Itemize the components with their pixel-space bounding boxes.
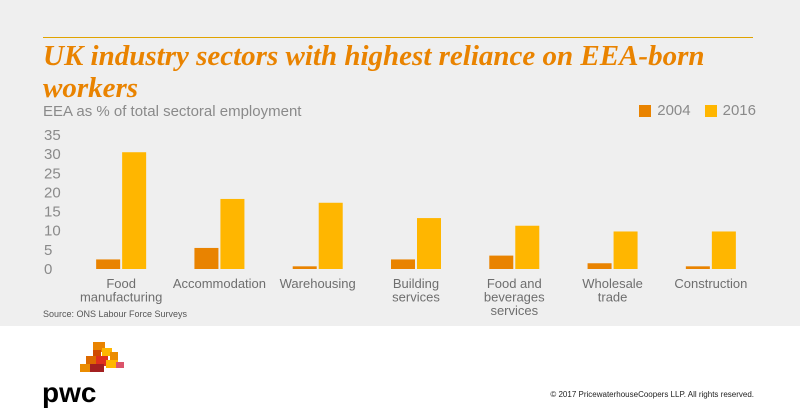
pwc-logo-text: pwc: [42, 377, 96, 408]
x-category-label: Food and beverages services: [484, 276, 545, 318]
bar-2016: [515, 225, 540, 269]
legend-swatch-2004: [639, 104, 652, 117]
bar-2016: [318, 202, 343, 269]
x-category-label: Construction: [674, 276, 747, 291]
legend-item-2016: 2016: [704, 102, 756, 119]
bar-2016: [417, 218, 441, 269]
bar-2004: [391, 259, 415, 269]
bar-2016: [220, 198, 245, 269]
chart-title: UK industry sectors with highest relianc…: [43, 40, 705, 104]
y-tick-label: 0: [44, 261, 52, 278]
y-tick-label: 30: [44, 146, 61, 163]
x-category-label: Accommodation: [173, 276, 266, 291]
x-category-label: Warehousing: [280, 276, 356, 291]
legend-swatch-2016: [704, 104, 717, 117]
bar-2004: [96, 259, 121, 269]
legend-label-2004: 2004: [657, 102, 691, 119]
bar-2004: [292, 266, 317, 269]
bar-2004: [489, 255, 514, 269]
pwc-logo-mark-icon: [80, 342, 124, 372]
source-note: Source: ONS Labour Force Surveys: [43, 309, 188, 319]
title-rule: [43, 37, 753, 38]
chart-subtitle: EEA as % of total sectoral employment: [43, 103, 302, 120]
x-category-label: Wholesale trade: [582, 276, 643, 305]
legend: 2004 2016: [639, 102, 756, 119]
x-category-label: Building services: [392, 276, 440, 305]
legend-item-2004: 2004: [639, 102, 691, 119]
copyright: © 2017 PricewaterhouseCoopers LLP. All r…: [550, 390, 754, 399]
bar-2016: [613, 231, 638, 269]
x-category-label: Food manufacturing: [80, 276, 162, 305]
bar-2004: [587, 263, 612, 269]
bar-2016: [122, 152, 147, 269]
legend-label-2016: 2016: [722, 102, 756, 119]
bar-2004: [194, 247, 219, 269]
bar-2004: [685, 266, 710, 269]
bar-chart: 0 5 10 15 20 25 30 35 Food manufacturing Accommoda…: [44, 127, 747, 318]
bar-2016: [711, 231, 736, 269]
pwc-logo: pwc: [42, 342, 124, 408]
y-tick-label: 20: [44, 184, 61, 201]
y-tick-label: 35: [44, 127, 61, 144]
y-tick-label: 10: [44, 223, 61, 240]
y-tick-label: 25: [44, 165, 61, 182]
y-tick-label: 5: [44, 242, 52, 259]
y-tick-label: 15: [44, 204, 61, 221]
